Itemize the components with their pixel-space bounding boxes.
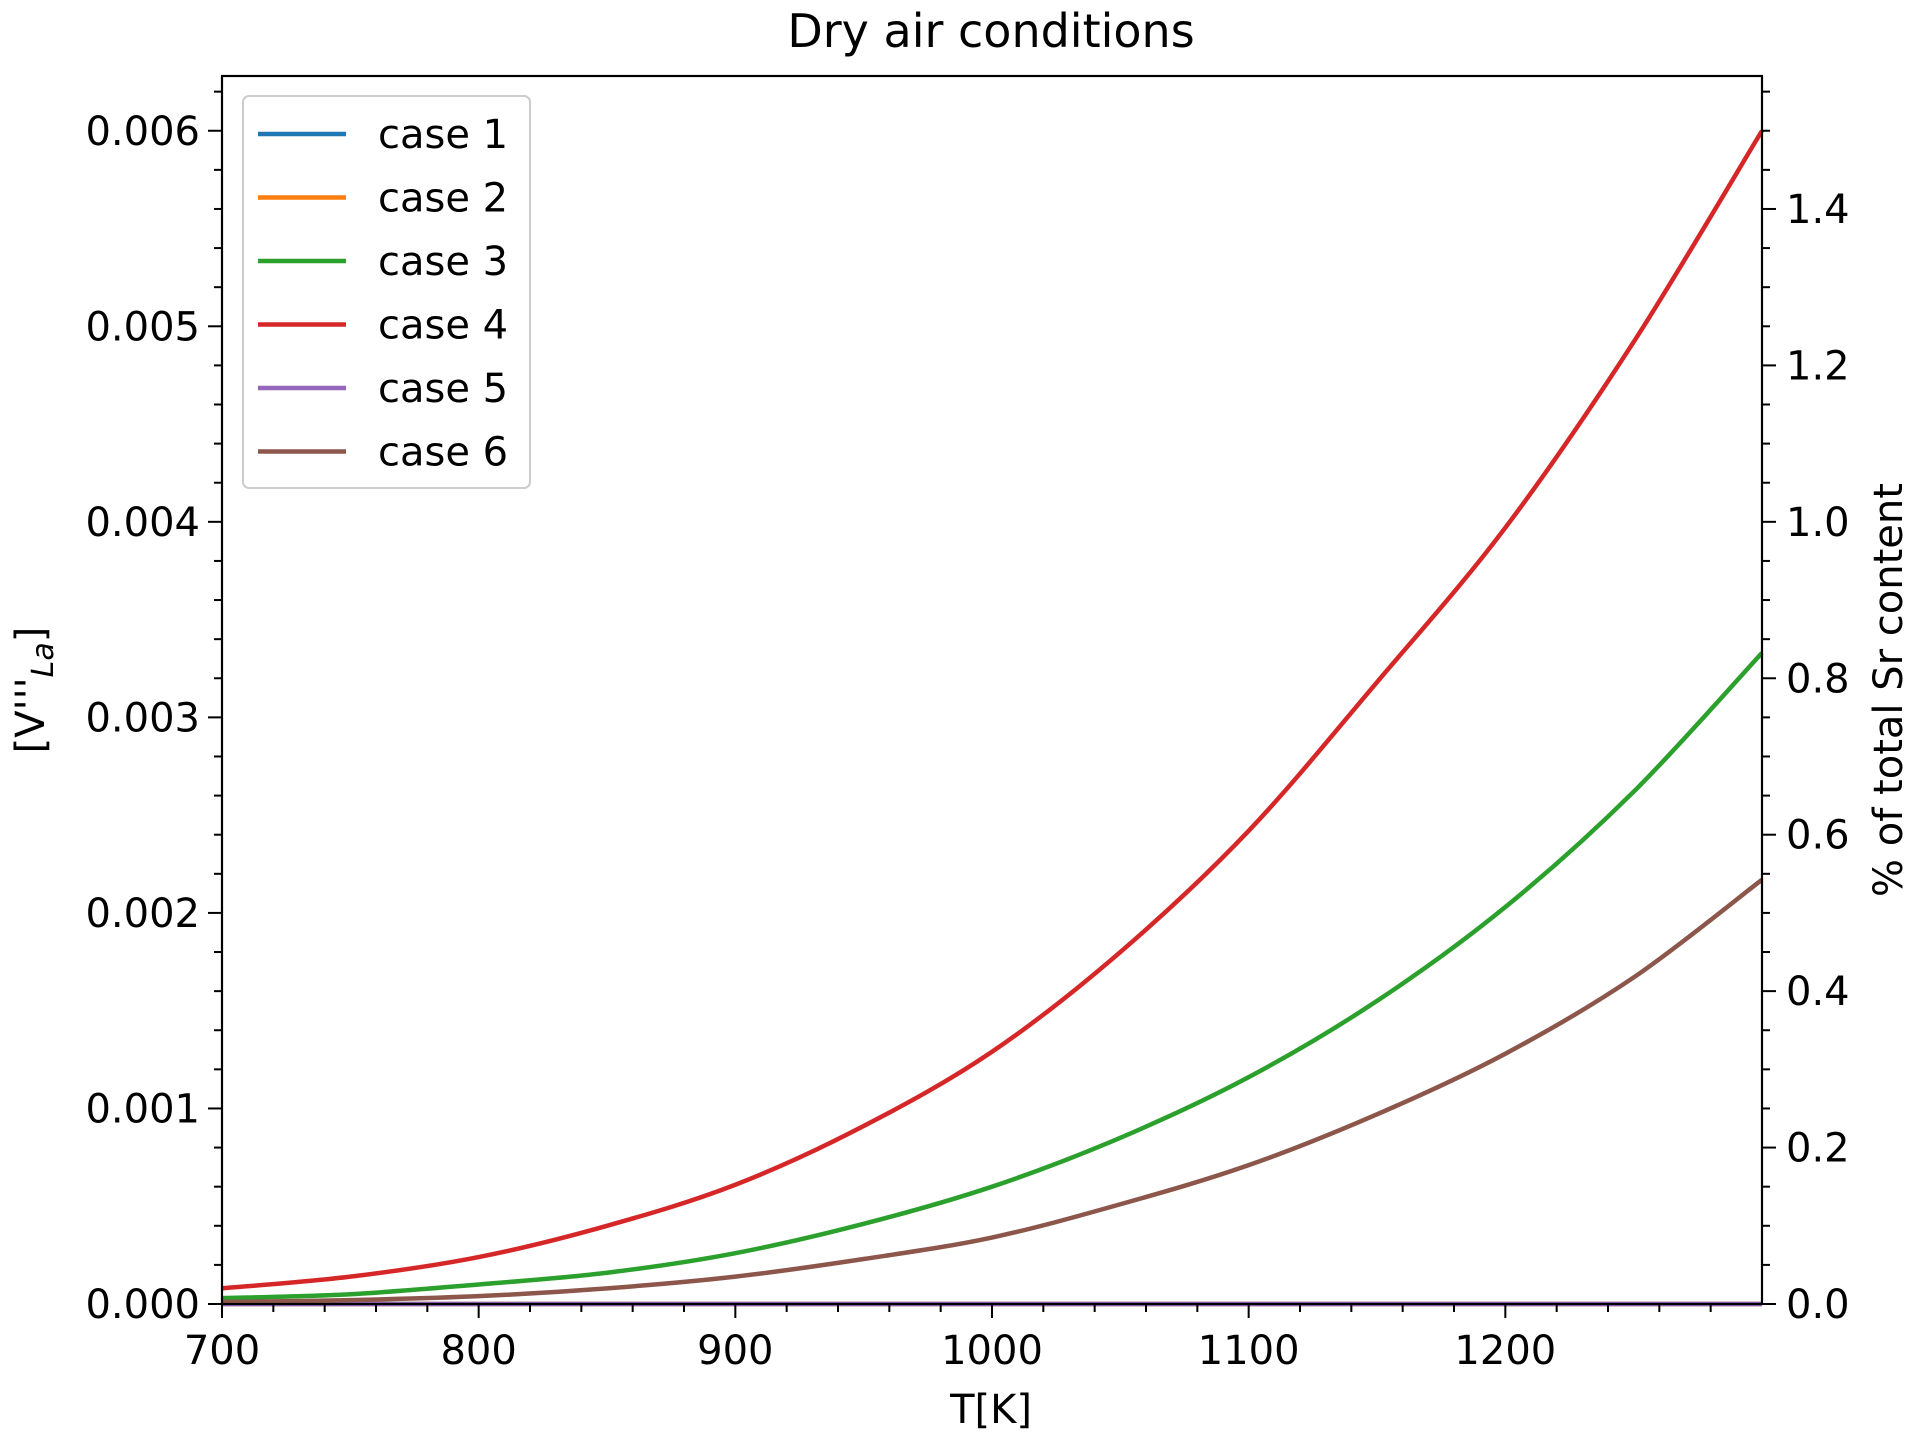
y-axis-label-close: ] [8,627,54,643]
ticks-layer: 700 800 900 1000 1100 12000.0000.0010.0020.00… [85,90,1850,1374]
series-line-case-6 [221,877,1764,1305]
y-axis-label-main: [V''' [8,677,54,753]
legend-label-case-3: case 3 [378,239,508,285]
y2-tick-label: 1.2 [1786,343,1850,389]
y-axis-label-subscript: La [26,642,61,677]
y-tick-label: 0.006 [85,109,200,155]
y2-tick-label: 0.6 [1786,813,1850,859]
x-axis-label: T[K] [949,1387,1032,1433]
series-line-case-4 [221,129,1764,1291]
x-tick-label: 1100 [1198,1328,1300,1374]
y2-tick-label: 0.8 [1786,656,1850,702]
chart-title: Dry air conditions [787,4,1194,58]
y-tick-label: 0.005 [85,304,200,350]
y2-tick-label: 0.0 [1786,1282,1850,1328]
y2-tick-label: 1.0 [1786,500,1850,546]
y2-tick-label: 1.4 [1786,187,1850,233]
x-tick-label: 800 [440,1328,516,1374]
legend-label-case-6: case 6 [378,430,508,476]
x-tick-label: 900 [697,1328,773,1374]
y2-tick-label: 0.2 [1786,1126,1850,1172]
x-tick-label: 1200 [1454,1328,1556,1374]
x-tick-label: 700 [184,1328,260,1374]
y-tick-label: 0.003 [85,695,200,741]
y2-axis-label: % of total Sr content [1866,483,1912,897]
legend: case 1 case 2 case 3 case 4 case 5 case 6 [242,95,531,489]
series-line-case-3 [221,651,1764,1301]
legend-label-case-4: case 4 [378,303,508,349]
y-tick-label: 0.001 [85,1086,200,1132]
y-axis-label: [V'''La] [8,627,61,754]
legend-label-case-2: case 2 [378,176,508,222]
x-tick-label: 1000 [941,1328,1043,1374]
y-tick-label: 0.000 [85,1282,200,1328]
y2-tick-label: 0.4 [1786,969,1850,1015]
legend-label-case-5: case 5 [378,366,508,412]
y-tick-label: 0.004 [85,500,200,546]
y-tick-label: 0.002 [85,891,200,937]
legend-label-case-1: case 1 [378,112,508,158]
